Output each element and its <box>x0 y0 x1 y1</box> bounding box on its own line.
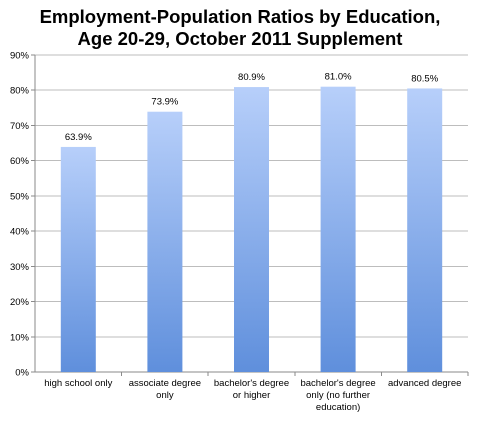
bar <box>60 146 96 372</box>
x-category-label: bachelor's degree or higher <box>214 378 289 401</box>
bar <box>320 86 356 372</box>
y-tick-label: 0% <box>15 368 29 379</box>
y-tick-label: 30% <box>10 262 30 273</box>
y-tick-label: 70% <box>10 121 30 132</box>
x-category-label-line: high school only <box>44 378 112 389</box>
bar <box>147 111 183 373</box>
x-category-label-line: advanced degree <box>388 378 461 389</box>
x-category-label: associate degree only <box>129 378 201 401</box>
labels: 0% 10% 20% 30% 40% 50% 60% 70% 80% 90% 63.9% high s… <box>10 51 461 414</box>
x-category-label-line: bachelor's degree <box>300 378 375 389</box>
data-label: 80.9% <box>238 72 265 83</box>
y-tick-label: 50% <box>10 191 30 202</box>
chart-title-line-2: Age 20-29, October 2011 Supplement <box>77 28 403 49</box>
bar <box>234 87 269 373</box>
y-tick-label: 80% <box>10 86 30 97</box>
chart-title-line-1: Employment-Population Ratios by Educatio… <box>39 6 441 27</box>
data-label: 63.9% <box>65 132 92 143</box>
data-label: 73.9% <box>151 97 178 108</box>
y-tick-label: 90% <box>10 51 30 62</box>
x-category-label: high school only <box>44 378 112 389</box>
x-category-label-line: only (no further <box>306 390 370 401</box>
y-tick-label: 20% <box>10 297 30 308</box>
data-label: 81.0% <box>325 72 352 83</box>
y-tick-label: 10% <box>10 332 30 343</box>
x-category-label-line: or higher <box>233 390 271 401</box>
x-category-label-line: associate degree <box>129 378 201 389</box>
y-tick-label: 60% <box>10 156 30 167</box>
bars <box>60 86 443 373</box>
x-category-label: advanced degree <box>388 378 461 389</box>
x-category-label-line: education) <box>316 402 360 413</box>
bar <box>407 88 443 372</box>
data-label: 80.5% <box>411 73 438 84</box>
chart-title: Employment-Population Ratios by Educatio… <box>0 6 480 50</box>
x-category-label: bachelor's degree only (no further educati… <box>300 378 375 413</box>
y-tick-label: 40% <box>10 227 30 238</box>
x-category-label-line: bachelor's degree <box>214 378 289 389</box>
x-category-label-line: only <box>156 390 174 401</box>
